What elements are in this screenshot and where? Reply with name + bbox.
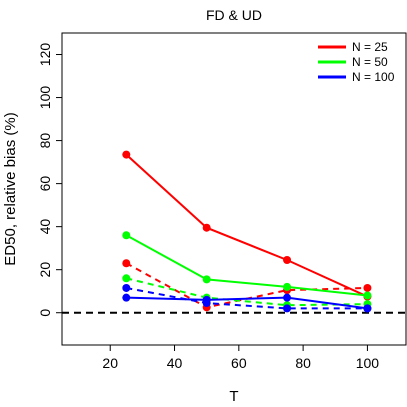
y-axis-label: ED50, relative bias (%) xyxy=(2,112,19,265)
y-tick-label: 120 xyxy=(37,43,53,67)
legend: N = 25N = 50N = 100 xyxy=(318,40,395,84)
legend-label: N = 100 xyxy=(352,70,395,84)
data-point xyxy=(202,223,211,232)
data-point xyxy=(363,304,372,313)
x-tick-label: 60 xyxy=(231,355,247,371)
y-tick-label: 20 xyxy=(37,262,53,278)
series-line xyxy=(125,234,368,297)
series-fd-25 xyxy=(122,150,372,301)
x-axis: 20 40 60 80 100 xyxy=(102,344,380,371)
data-point xyxy=(283,304,292,313)
chart-title: FD & UD xyxy=(206,7,262,23)
series-fd-50 xyxy=(122,231,372,300)
data-point xyxy=(363,291,372,300)
data-point xyxy=(122,150,131,159)
x-tick-label: 100 xyxy=(356,355,380,371)
series-line xyxy=(126,277,368,307)
series-line xyxy=(126,286,368,310)
data-point xyxy=(283,282,292,291)
data-point xyxy=(122,231,131,240)
data-point xyxy=(202,299,211,308)
y-tick-label: 80 xyxy=(37,133,53,149)
y-tick-label: 40 xyxy=(37,219,53,235)
data-point xyxy=(202,275,211,284)
x-tick-label: 40 xyxy=(167,355,183,371)
data-point xyxy=(283,256,292,265)
data-point xyxy=(122,274,131,283)
legend-item: N = 50 xyxy=(318,55,388,69)
x-tick-label: 80 xyxy=(295,355,311,371)
x-tick-label: 20 xyxy=(102,355,118,371)
data-point xyxy=(283,293,292,302)
y-axis: 0 20 40 60 80 100 120 xyxy=(37,43,63,317)
series-fd-100 xyxy=(122,293,372,313)
data-point xyxy=(363,283,372,292)
data-point xyxy=(122,259,131,268)
legend-item: N = 100 xyxy=(318,70,395,84)
legend-item: N = 25 xyxy=(318,40,388,54)
legend-label: N = 50 xyxy=(352,55,388,69)
y-tick-label: 100 xyxy=(37,86,53,110)
legend-label: N = 25 xyxy=(352,40,388,54)
data-point xyxy=(122,293,131,302)
y-tick-label: 60 xyxy=(37,176,53,192)
x-axis-label: T xyxy=(229,388,238,405)
data-point xyxy=(122,283,131,292)
series-ud-100 xyxy=(122,283,372,313)
series-line xyxy=(125,153,368,298)
series-line xyxy=(126,296,368,310)
series-group xyxy=(122,150,372,313)
y-tick-label: 0 xyxy=(37,309,53,317)
